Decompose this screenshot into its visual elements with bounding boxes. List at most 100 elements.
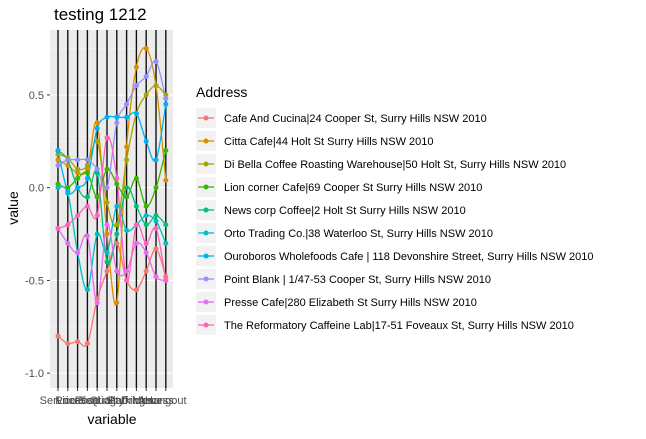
data-point-9-11 xyxy=(163,277,169,283)
legend-label: Lion corner Cafe|69 Cooper St Surry Hill… xyxy=(224,182,482,194)
data-point-7-9 xyxy=(143,73,149,79)
y-axis-label: value xyxy=(5,191,21,225)
legend-label: News corp Coffee|2 Holt St Surry Hills N… xyxy=(224,205,466,217)
x-tick-label: Price xyxy=(55,395,80,407)
data-point-7-6 xyxy=(114,120,120,126)
data-point-9-7 xyxy=(124,277,130,283)
data-point-1-9 xyxy=(143,46,149,52)
legend-key-point xyxy=(203,115,209,121)
legend-label: Citta Cafe|44 Holt St Surry Hills NSW 20… xyxy=(224,136,433,148)
legend-label: Di Bella Coffee Roasting Warehouse|50 Ho… xyxy=(224,159,566,171)
data-point-6-7 xyxy=(124,114,130,120)
legend-item: The Reformatory Caffeine Lab|17-51 Fovea… xyxy=(196,315,574,335)
data-point-3-9 xyxy=(143,203,149,209)
data-point-0-6 xyxy=(114,240,120,246)
data-point-4-5 xyxy=(104,259,110,265)
data-point-6-6 xyxy=(114,114,120,120)
legend-key-point xyxy=(203,207,209,213)
data-point-8-9 xyxy=(143,250,149,256)
data-point-3-2 xyxy=(75,175,81,181)
data-point-6-9 xyxy=(143,138,149,144)
x-axis-label: variable xyxy=(87,411,136,427)
y-tick-label: 0.5 xyxy=(29,90,44,102)
data-point-4-3 xyxy=(84,194,90,200)
legend-label: Ouroboros Wholefoods Cafe | 118 Devonshi… xyxy=(224,251,593,263)
data-point-8-3 xyxy=(84,233,90,239)
data-point-0-3 xyxy=(84,340,90,346)
data-point-2-10 xyxy=(153,83,159,89)
data-point-8-10 xyxy=(153,274,159,280)
legend-title: Address xyxy=(196,84,247,100)
data-point-3-6 xyxy=(114,181,120,187)
x-tick-label: Seating xyxy=(79,395,116,407)
data-point-7-7 xyxy=(124,101,130,107)
data-point-2-9 xyxy=(143,92,149,98)
data-point-3-8 xyxy=(133,175,139,181)
data-point-1-5 xyxy=(104,231,110,237)
data-point-4-11 xyxy=(163,222,169,228)
legend-key-point xyxy=(203,161,209,167)
data-point-6-10 xyxy=(153,157,159,163)
data-point-4-7 xyxy=(124,185,130,191)
legend-key-point xyxy=(203,322,209,328)
data-point-2-5 xyxy=(104,200,110,206)
legend-key-point xyxy=(203,138,209,144)
y-tick-label: -0.5 xyxy=(25,275,44,287)
data-point-1-4 xyxy=(94,120,100,126)
data-point-9-10 xyxy=(153,225,159,231)
data-point-4-10 xyxy=(153,212,159,218)
x-tick-label: Parking xyxy=(108,395,145,407)
data-point-6-0 xyxy=(55,148,61,154)
data-point-7-10 xyxy=(153,59,159,65)
legend-key-point xyxy=(203,299,209,305)
data-point-1-6 xyxy=(114,300,120,306)
x-tick-label: Food xyxy=(75,395,100,407)
data-point-4-4 xyxy=(94,170,100,176)
y-tick-label: 0.0 xyxy=(29,183,44,195)
data-point-9-3 xyxy=(84,203,90,209)
data-point-1-3 xyxy=(84,166,90,172)
data-point-5-7 xyxy=(124,227,130,233)
data-point-6-1 xyxy=(65,188,71,194)
x-tick-label: Location xyxy=(57,395,99,407)
data-point-9-5 xyxy=(104,135,110,141)
data-point-9-1 xyxy=(65,222,71,228)
x-tick-label: Service xyxy=(40,395,77,407)
data-point-5-5 xyxy=(104,250,110,256)
data-point-0-10 xyxy=(153,246,159,252)
data-point-4-8 xyxy=(133,203,139,209)
x-axis: ServicePriceLocationFoodSeatingQualitySt… xyxy=(40,388,187,407)
data-point-6-3 xyxy=(84,175,90,181)
x-tick-label: Staff xyxy=(106,395,129,407)
data-point-1-7 xyxy=(124,144,130,150)
data-point-9-2 xyxy=(75,212,81,218)
data-point-6-2 xyxy=(75,185,81,191)
legend-item: Lion corner Cafe|69 Cooper St Surry Hill… xyxy=(196,177,482,197)
legend-item: Di Bella Coffee Roasting Warehouse|50 Ho… xyxy=(196,154,566,174)
x-tick-label: Hangout xyxy=(145,395,187,407)
data-point-0-5 xyxy=(104,268,110,274)
data-point-5-10 xyxy=(153,218,159,224)
data-point-0-8 xyxy=(133,287,139,293)
data-point-1-1 xyxy=(65,162,71,168)
data-point-7-3 xyxy=(84,157,90,163)
x-tick-label: Menu xyxy=(132,395,160,407)
data-point-8-5 xyxy=(104,222,110,228)
data-point-2-0 xyxy=(55,151,61,157)
data-point-3-5 xyxy=(104,166,110,172)
x-tick-label: Quality xyxy=(90,395,125,407)
legend-item: Point Blank | 1/47-53 Cooper St, Surry H… xyxy=(196,269,491,289)
data-point-3-3 xyxy=(84,170,90,176)
legend-item: Ouroboros Wholefoods Cafe | 118 Devonshi… xyxy=(196,246,593,266)
data-point-5-6 xyxy=(114,203,120,209)
data-point-7-4 xyxy=(94,166,100,172)
data-point-7-2 xyxy=(75,157,81,163)
data-point-0-1 xyxy=(65,340,71,346)
data-point-9-0 xyxy=(55,225,61,231)
data-point-4-6 xyxy=(114,231,120,237)
data-point-5-4 xyxy=(94,231,100,237)
data-point-6-5 xyxy=(104,114,110,120)
y-axis: -1.0 -0.5 0.0 0.5 xyxy=(25,90,50,380)
data-point-2-4 xyxy=(94,138,100,144)
legend-item: News corp Coffee|2 Holt St Surry Hills N… xyxy=(196,200,466,220)
